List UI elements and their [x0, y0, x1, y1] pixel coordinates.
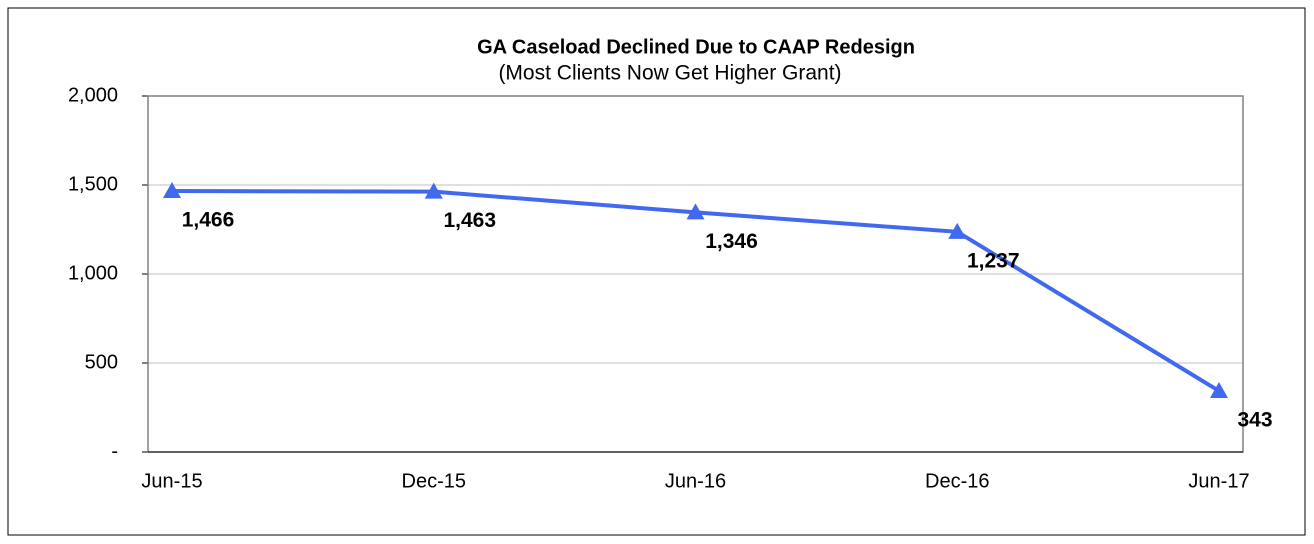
- data-label: 1,237: [967, 249, 1020, 272]
- chart-title: GA Caseload Declined Due to CAAP Redesig…: [477, 36, 915, 58]
- data-label: 343: [1237, 408, 1272, 431]
- y-tick-label: 500: [85, 351, 118, 373]
- marker: [686, 203, 705, 220]
- data-label: 1,346: [705, 230, 758, 253]
- y-tick-label: 1,000: [68, 262, 118, 284]
- x-tick-label: Jun-15: [141, 470, 202, 492]
- marker: [163, 182, 181, 199]
- x-tick-label: Jun-17: [1188, 470, 1249, 492]
- marker: [948, 222, 967, 239]
- chart-border: [7, 7, 1306, 536]
- y-tick-label: -: [111, 440, 118, 462]
- x-tick-label: Dec-16: [925, 470, 989, 492]
- chart-subtitle: (Most Clients Now Get Higher Grant): [498, 62, 841, 85]
- y-tick-label: 2,000: [68, 84, 118, 106]
- marker: [1210, 381, 1228, 398]
- y-tick-label: 1,500: [68, 173, 118, 195]
- marker: [424, 182, 443, 199]
- data-label: 1,463: [443, 209, 496, 232]
- data-label: 1,466: [182, 209, 235, 232]
- x-tick-label: Jun-16: [665, 470, 726, 492]
- x-tick-label: Dec-15: [402, 470, 466, 492]
